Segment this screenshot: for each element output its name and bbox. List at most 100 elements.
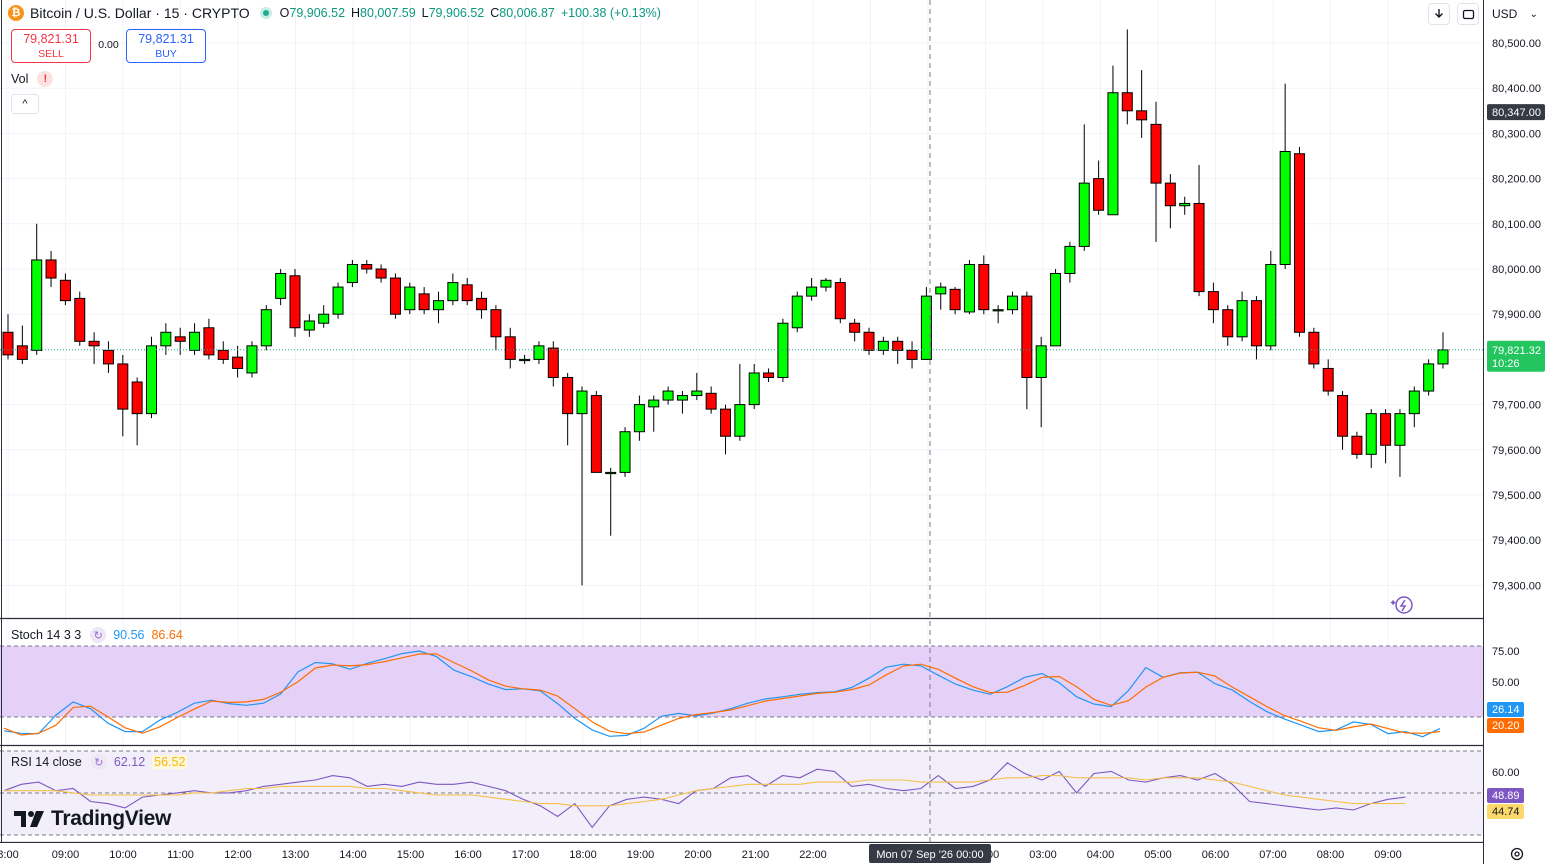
stoch-lines xyxy=(3,650,1441,738)
price-tick-label: 79,500.00 xyxy=(1492,490,1541,502)
sell-label: SELL xyxy=(38,48,64,60)
candle xyxy=(619,427,631,477)
sell-button[interactable]: 79,821.31 SELL xyxy=(11,29,91,63)
volume-legend[interactable]: Vol ! xyxy=(11,71,54,87)
candle xyxy=(920,287,932,360)
price-axis[interactable]: 80,500.00 80,400.00 80,300.00 80,200.00 80,1… xyxy=(1484,0,1549,864)
tradingview-mark-icon xyxy=(14,811,44,827)
warning-icon[interactable]: ! xyxy=(37,71,54,87)
buy-price: 79,821.31 xyxy=(138,32,194,46)
candle xyxy=(433,291,444,324)
time-tick-label: 10:00 xyxy=(109,849,137,861)
time-tick-label: 12:00 xyxy=(224,849,252,861)
candle xyxy=(1423,359,1435,396)
price-tick-label: 80,000.00 xyxy=(1492,264,1541,276)
candle xyxy=(1207,282,1219,324)
candle xyxy=(949,287,961,315)
candle xyxy=(992,305,1004,324)
stoch-legend[interactable]: Stoch 14 3 3 ↻ 90.56 86.64 xyxy=(11,627,183,643)
rsi-legend[interactable]: RSI 14 close ↻ 62.12 56.52 xyxy=(11,754,188,770)
candle xyxy=(102,341,114,373)
stoch-d-value: 86.64 xyxy=(151,628,183,642)
collapse-legend-button[interactable]: ^ xyxy=(11,94,39,114)
snapshot-button[interactable] xyxy=(1457,3,1479,25)
candle xyxy=(1250,296,1262,360)
crosshair-time-label: Mon 07 Sep '26 00:00 xyxy=(876,849,983,861)
sparkle-icon[interactable] xyxy=(1389,594,1417,616)
crosshair-price-label: 80,347.00 xyxy=(1492,107,1541,119)
candle xyxy=(1308,327,1320,369)
stoch-label: Stoch 14 3 3 xyxy=(11,628,82,642)
candle xyxy=(849,318,861,342)
stoch-tick-label: 50.00 xyxy=(1492,677,1520,689)
last-price-badge xyxy=(1487,340,1545,372)
candle xyxy=(562,372,574,446)
candle xyxy=(1236,291,1248,342)
chevron-down-icon: ⌄ xyxy=(1529,8,1538,20)
spread-value: 0.00 xyxy=(98,39,119,51)
candle xyxy=(490,305,502,351)
candle xyxy=(1021,291,1033,410)
settings-button[interactable] xyxy=(1507,845,1527,863)
buy-button[interactable]: 79,821.31 BUY xyxy=(126,29,206,63)
time-axis[interactable]: 8:00 09:00 10:00 11:00 12:00 13:00 14:00 15:00 1… xyxy=(0,843,1483,864)
candle xyxy=(633,395,645,441)
candle xyxy=(791,291,803,333)
stoch-k-badge xyxy=(1487,702,1524,717)
time-tick-label: 06:00 xyxy=(1202,849,1230,861)
candle xyxy=(1294,146,1305,337)
candle xyxy=(318,305,330,328)
time-tick-label: 17:00 xyxy=(512,849,540,861)
candle xyxy=(275,269,287,306)
candle xyxy=(189,323,201,355)
indicator-settings-icon[interactable]: ↻ xyxy=(90,627,107,643)
sell-price: 79,821.31 xyxy=(23,32,79,46)
candle xyxy=(1121,29,1133,125)
candle xyxy=(691,372,703,401)
symbol-legend[interactable]: ₿ Bitcoin / U.S. Dollar · 15 · CRYPTO O7… xyxy=(8,4,667,22)
candle xyxy=(59,273,71,306)
last-price-label: 79,821.32 xyxy=(1492,345,1541,357)
candle xyxy=(404,282,416,315)
rsi-badge-label: 48.89 xyxy=(1492,790,1520,802)
currency-select[interactable]: USD ⌄ xyxy=(1486,3,1546,25)
candle xyxy=(1394,409,1406,477)
candle xyxy=(1193,165,1205,297)
market-open-icon xyxy=(259,7,272,19)
candle xyxy=(476,291,488,319)
high-value: 80,007.59 xyxy=(360,6,416,20)
stoch-k-value: 90.56 xyxy=(113,628,145,642)
candle xyxy=(303,314,315,337)
candle xyxy=(1179,196,1191,215)
currency-value: USD xyxy=(1492,7,1518,21)
candle xyxy=(117,354,129,437)
candle xyxy=(1380,409,1392,464)
candle xyxy=(375,264,387,283)
candle xyxy=(260,305,272,351)
time-tick-label: 13:00 xyxy=(282,849,310,861)
tradingview-logo[interactable]: TradingView xyxy=(14,807,171,831)
time-tick-label: 15:00 xyxy=(397,849,425,861)
candle xyxy=(461,278,473,306)
candle xyxy=(217,341,229,364)
candle xyxy=(1050,269,1062,347)
time-tick-label: 09:00 xyxy=(52,849,80,861)
open-value: 79,906.52 xyxy=(289,6,346,20)
countdown-label: 10:26 xyxy=(1492,358,1520,370)
rsi-label: RSI 14 close xyxy=(11,755,82,769)
candle xyxy=(906,341,918,369)
time-tick-label: 19:00 xyxy=(627,849,655,861)
symbol-title[interactable]: Bitcoin / U.S. Dollar · 15 · CRYPTO xyxy=(30,5,250,21)
candle xyxy=(676,391,688,414)
candle xyxy=(131,377,143,446)
candle xyxy=(447,273,459,306)
candle xyxy=(289,269,301,337)
indicator-settings-icon[interactable]: ↻ xyxy=(90,754,107,770)
candle xyxy=(806,278,818,301)
rsi-ma-badge xyxy=(1487,804,1524,819)
download-button[interactable] xyxy=(1428,3,1450,25)
rsi-badge xyxy=(1487,788,1524,803)
rsi-ma-badge-label: 44.74 xyxy=(1492,806,1520,818)
